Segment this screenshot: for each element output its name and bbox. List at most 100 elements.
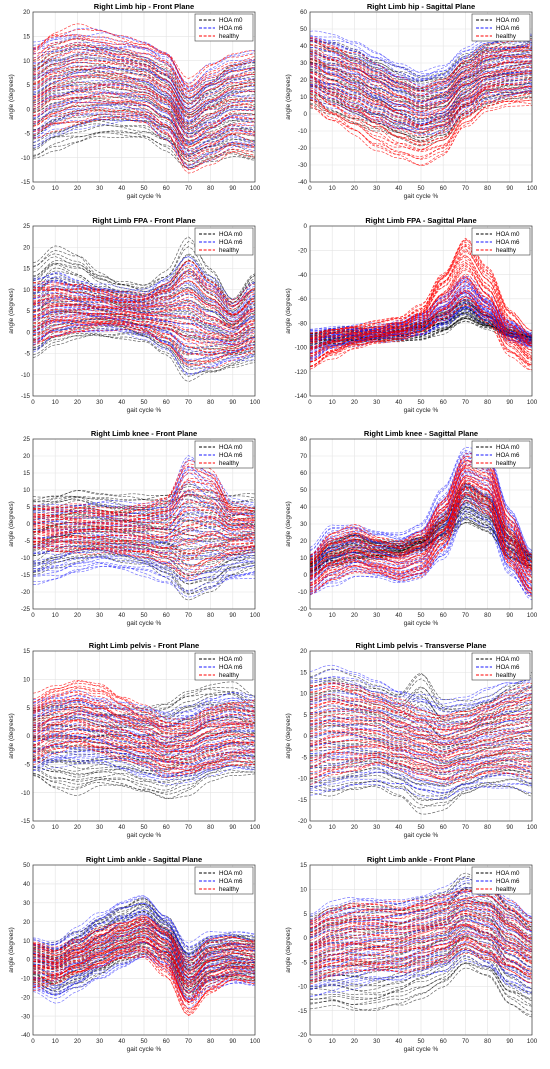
trial-curve xyxy=(33,23,255,79)
y-tick-label: 30 xyxy=(23,900,30,907)
trial-curve xyxy=(33,320,255,355)
x-tick-label: 0 xyxy=(31,1038,35,1045)
trial-curve xyxy=(33,86,255,138)
trial-curve xyxy=(310,892,532,933)
trial-curve xyxy=(33,717,255,739)
trial-curve xyxy=(33,49,255,106)
trial-curve xyxy=(33,32,255,91)
y-tick-label: -5 xyxy=(24,538,30,545)
y-tick-label: 10 xyxy=(23,677,30,684)
y-tick-label: -10 xyxy=(21,790,31,797)
trial-curve xyxy=(310,943,532,990)
series-hoa-m6 xyxy=(33,27,255,169)
trial-curve xyxy=(310,947,532,1000)
y-tick-label: 15 xyxy=(300,669,307,676)
trial-curve xyxy=(33,98,255,135)
trial-curve xyxy=(310,264,532,352)
trial-curve xyxy=(33,323,255,357)
x-tick-label: 70 xyxy=(462,612,469,619)
trial-curve xyxy=(33,309,255,340)
y-tick-label: -60 xyxy=(298,296,308,303)
trial-curve xyxy=(33,956,255,1003)
trial-curve xyxy=(310,237,532,334)
axes-box xyxy=(309,864,533,1036)
x-tick-label: 10 xyxy=(52,185,59,192)
trial-curve xyxy=(33,735,255,767)
trial-curve xyxy=(33,918,255,961)
trial-curve xyxy=(310,923,532,954)
trial-curve xyxy=(310,259,532,347)
trial-curve xyxy=(33,282,255,319)
data-curves xyxy=(310,446,532,601)
legend-label: HOA m6 xyxy=(219,878,243,885)
x-tick-label: 40 xyxy=(118,1038,125,1045)
trial-curve xyxy=(33,903,255,948)
trial-curve xyxy=(310,913,532,946)
data-curves xyxy=(310,664,532,815)
trial-curve xyxy=(310,724,532,746)
trial-curve xyxy=(33,48,255,104)
trial-curve xyxy=(33,295,255,330)
trial-curve xyxy=(310,303,532,367)
y-tick-label: 15 xyxy=(23,470,30,477)
trial-curve xyxy=(310,751,532,766)
trial-curve xyxy=(33,466,255,512)
y-tick-label: -30 xyxy=(21,1013,31,1020)
trial-curve xyxy=(33,741,255,772)
x-tick-label: 10 xyxy=(52,612,59,619)
y-tick-label: 0 xyxy=(27,957,31,964)
y-tick-label: -20 xyxy=(21,589,31,596)
trial-curve xyxy=(33,334,255,383)
trial-curve xyxy=(33,333,255,375)
y-tick-label: 50 xyxy=(300,487,307,494)
trial-curve xyxy=(33,493,255,529)
x-tick-label: 60 xyxy=(163,824,170,831)
y-tick-label: 25 xyxy=(23,436,30,443)
trial-curve xyxy=(33,732,255,764)
trial-curve xyxy=(33,59,255,114)
chart-title: Right Limb ankle - Front Plane xyxy=(367,855,475,864)
y-tick-label: -10 xyxy=(298,984,308,991)
trial-curve xyxy=(33,100,255,151)
x-axis-label: gait cycle % xyxy=(127,193,162,200)
trial-curve xyxy=(310,902,532,942)
y-tick-label: 5 xyxy=(27,504,31,511)
trial-curve xyxy=(33,78,255,129)
trial-curve xyxy=(33,537,255,552)
series-healthy xyxy=(310,237,532,371)
trial-curve xyxy=(310,698,532,728)
trial-curve xyxy=(33,546,255,562)
trial-curve xyxy=(33,921,255,975)
legend-label: HOA m0 xyxy=(496,17,520,24)
series-healthy xyxy=(33,23,255,174)
trial-curve xyxy=(33,741,255,762)
trial-curve xyxy=(310,53,532,107)
x-axis-label: gait cycle % xyxy=(404,193,439,200)
legend-label: HOA m6 xyxy=(496,452,520,459)
trial-curve xyxy=(310,905,532,939)
trial-curve xyxy=(310,724,532,751)
y-tick-label: -40 xyxy=(298,272,308,279)
trial-curve xyxy=(33,71,255,125)
legend-box xyxy=(194,13,254,42)
x-tick-label: 90 xyxy=(506,399,513,406)
trial-curve xyxy=(33,27,255,85)
trial-curve xyxy=(33,85,255,144)
y-tick-label: 20 xyxy=(300,538,307,545)
trial-curve xyxy=(310,783,532,801)
y-tick-label: -20 xyxy=(298,606,308,613)
trial-curve xyxy=(33,719,255,758)
trial-curve xyxy=(310,52,532,92)
trial-curve xyxy=(310,494,532,593)
trial-curve xyxy=(33,915,255,967)
y-tick-label: 15 xyxy=(23,33,30,40)
y-tick-label: 70 xyxy=(300,453,307,460)
trial-curve xyxy=(310,952,532,985)
trial-curve xyxy=(33,58,255,111)
trial-curve xyxy=(33,93,255,146)
chart-panel: 0 10 20 30 40 50 60 70 80 90 100 -25 -20 -15 -10 -5 0 5 10… xyxy=(8,429,261,627)
trial-curve xyxy=(33,334,255,377)
x-axis-label: gait cycle % xyxy=(404,832,439,839)
x-tick-label: 60 xyxy=(440,399,447,406)
